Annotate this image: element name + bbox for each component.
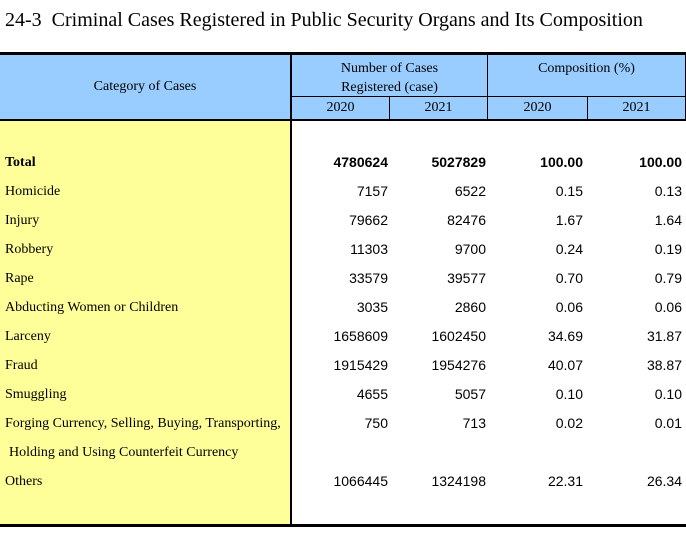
value-cell: 5027829 [431, 154, 486, 170]
table-row-smuggling: Smuggling 4655 5057 0.10 0.10 [0, 380, 686, 409]
value-cell: 31.87 [646, 328, 682, 344]
category-cell: Injury [5, 213, 40, 228]
value-cell: 1066445 [333, 473, 388, 489]
value-cell: 1324198 [431, 473, 486, 489]
value-cell: 9700 [454, 241, 486, 257]
category-cell: Abducting Women or Children [5, 300, 179, 315]
value-cell: 1658609 [333, 328, 388, 344]
value-cell: 1915429 [333, 357, 388, 373]
value-cell: 38.87 [646, 357, 682, 373]
value-cell: 0.70 [555, 270, 583, 286]
table-row-fraud: Fraud 1915429 1954276 40.07 38.87 [0, 351, 686, 380]
value-cell: 1.67 [555, 212, 583, 228]
value-cell: 3035 [356, 299, 388, 315]
value-cell: 2860 [454, 299, 486, 315]
value-cell: 34.69 [547, 328, 583, 344]
table-row-total: Total 4780624 5027829 100.00 100.00 [0, 148, 686, 177]
value-cell: 26.34 [646, 473, 682, 489]
year-column-header-number-2020: 2020 [292, 97, 390, 119]
header-number-of-cases-line2: Registered (case) [341, 80, 438, 95]
year-column-header-composition-2020: 2020 [488, 97, 588, 119]
category-column-background [0, 121, 292, 524]
category-cell: Robbery [5, 242, 54, 257]
value-cell: 4655 [356, 386, 388, 402]
table-header: Category of Cases Number of Cases Regist… [0, 52, 686, 121]
value-cell: 4780624 [333, 154, 388, 170]
category-cell: Smuggling [5, 387, 67, 402]
header-number-of-cases-line1: Number of Cases [340, 61, 439, 76]
table-row-injury: Injury 79662 82476 1.67 1.64 [0, 206, 686, 235]
value-cell: 0.10 [555, 386, 583, 402]
table-body: Total 4780624 5027829 100.00 100.00 Homi… [0, 121, 686, 527]
value-cell: 0.24 [555, 241, 583, 257]
value-cell: 0.02 [555, 415, 583, 431]
value-cell: 79662 [349, 212, 388, 228]
header-category-of-cases: Category of Cases [0, 55, 292, 119]
value-cell: 82476 [447, 212, 486, 228]
table-row-larceny: Larceny 1658609 1602450 34.69 31.87 [0, 322, 686, 351]
statistics-table: Category of Cases Number of Cases Regist… [0, 52, 686, 527]
table-row-rape: Rape 33579 39577 0.70 0.79 [0, 264, 686, 293]
table-row-homicide: Homicide 7157 6522 0.15 0.13 [0, 177, 686, 206]
value-cell: 39577 [447, 270, 486, 286]
category-cell: Others [5, 474, 43, 489]
value-cell: 7157 [356, 183, 388, 199]
header-composition-label: Composition (%) [538, 61, 635, 76]
header-number-of-cases-group: Number of Cases Registered (case) [292, 55, 488, 97]
table-row-abducting-women-or-children: Abducting Women or Children 3035 2860 0.… [0, 293, 686, 322]
year-column-header-number-2021: 2021 [390, 97, 488, 119]
value-cell: 1.64 [654, 212, 682, 228]
table-row-others: Others 1066445 1324198 22.31 26.34 [0, 467, 686, 496]
value-cell: 1602450 [431, 328, 486, 344]
page-title: 24-3 Criminal Cases Registered in Public… [5, 9, 643, 31]
category-cell: Homicide [5, 184, 61, 199]
category-cell: Fraud [5, 358, 38, 373]
value-cell: 100.00 [540, 154, 583, 170]
value-cell: 5057 [454, 386, 486, 402]
category-cell: Forging Currency, Selling, Buying, Trans… [5, 416, 281, 460]
value-cell: 0.13 [654, 183, 682, 199]
category-cell: Total [5, 155, 36, 170]
value-cell: 33579 [349, 270, 388, 286]
header-composition-group: Composition (%) [488, 55, 685, 97]
value-cell: 0.01 [654, 415, 682, 431]
value-cell: 0.10 [654, 386, 682, 402]
table-row-robbery: Robbery 11303 9700 0.24 0.19 [0, 235, 686, 264]
value-cell: 750 [364, 415, 388, 431]
value-cell: 11303 [350, 241, 388, 257]
value-cell: 6522 [454, 183, 486, 199]
value-cell: 22.31 [547, 473, 583, 489]
category-cell: Rape [5, 271, 34, 286]
value-cell: 0.06 [555, 299, 583, 315]
value-cell: 0.79 [654, 270, 682, 286]
table-row-forging-currency: Forging Currency, Selling, Buying, Trans… [0, 409, 686, 467]
value-cell: 100.00 [639, 154, 682, 170]
value-cell: 40.07 [547, 357, 583, 373]
value-cell: 0.06 [654, 299, 682, 315]
value-cell: 713 [462, 415, 486, 431]
category-cell: Larceny [5, 329, 51, 344]
year-column-header-composition-2021: 2021 [622, 100, 651, 115]
value-cell: 0.15 [555, 183, 583, 199]
value-cell: 1954276 [431, 357, 486, 373]
value-cell: 0.19 [654, 241, 682, 257]
